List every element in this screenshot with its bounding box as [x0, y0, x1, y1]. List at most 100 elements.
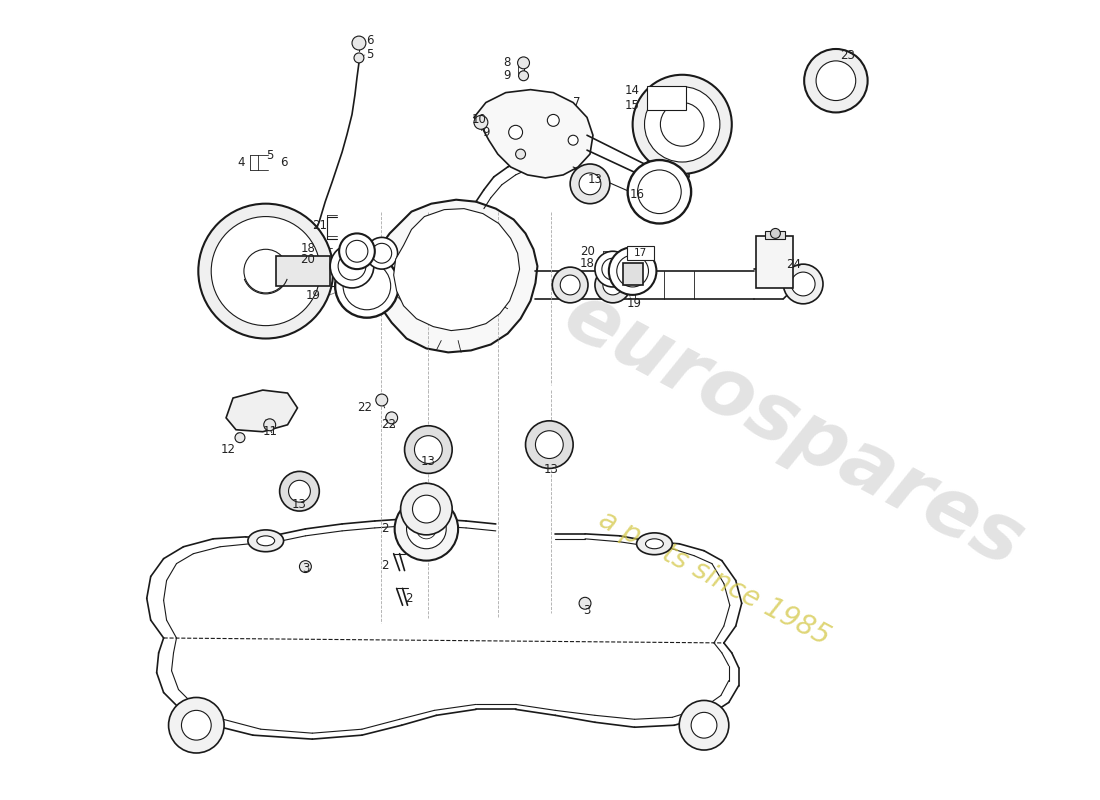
Ellipse shape	[412, 495, 440, 523]
Ellipse shape	[783, 264, 823, 304]
Circle shape	[299, 561, 311, 573]
Ellipse shape	[330, 244, 374, 288]
Bar	[276, 256, 330, 286]
Ellipse shape	[595, 267, 630, 303]
Ellipse shape	[637, 533, 672, 554]
Ellipse shape	[632, 74, 732, 174]
Text: 24: 24	[786, 258, 801, 270]
Text: 6: 6	[280, 155, 288, 169]
Circle shape	[496, 282, 505, 290]
Bar	[623, 263, 642, 285]
Ellipse shape	[417, 266, 486, 306]
Text: 4: 4	[238, 155, 244, 169]
Text: 21: 21	[311, 219, 327, 232]
Ellipse shape	[405, 426, 452, 474]
Ellipse shape	[248, 530, 284, 552]
Ellipse shape	[336, 254, 398, 318]
Text: 7: 7	[573, 96, 581, 109]
Ellipse shape	[256, 536, 275, 546]
Text: 2: 2	[381, 559, 388, 572]
Text: 16: 16	[630, 188, 645, 202]
Ellipse shape	[691, 712, 717, 738]
Ellipse shape	[628, 160, 691, 223]
Ellipse shape	[395, 497, 458, 561]
Ellipse shape	[182, 710, 211, 740]
Circle shape	[518, 57, 529, 69]
Text: 3: 3	[301, 562, 309, 575]
Text: 14: 14	[625, 84, 639, 97]
Text: 20: 20	[580, 245, 595, 258]
Ellipse shape	[343, 262, 390, 310]
Ellipse shape	[595, 251, 630, 287]
Ellipse shape	[338, 252, 366, 280]
Ellipse shape	[526, 421, 573, 469]
Text: 22: 22	[382, 418, 396, 431]
Text: 13: 13	[292, 498, 307, 510]
Ellipse shape	[579, 173, 601, 194]
Ellipse shape	[603, 275, 623, 295]
Text: 5: 5	[366, 49, 374, 62]
Text: 13: 13	[543, 463, 559, 476]
Bar	[434, 234, 486, 248]
Polygon shape	[373, 200, 538, 353]
Text: 17: 17	[634, 248, 647, 258]
Ellipse shape	[366, 238, 397, 269]
Circle shape	[548, 114, 559, 126]
Ellipse shape	[608, 247, 657, 295]
Circle shape	[472, 258, 481, 266]
Text: 8: 8	[504, 56, 510, 70]
Circle shape	[352, 36, 366, 50]
Ellipse shape	[346, 240, 367, 262]
Text: 13 - 23: 13 - 23	[442, 236, 478, 246]
Ellipse shape	[570, 164, 609, 204]
Ellipse shape	[552, 267, 589, 303]
Ellipse shape	[288, 480, 310, 502]
Bar	[766, 231, 785, 239]
Ellipse shape	[816, 61, 856, 101]
Ellipse shape	[560, 275, 580, 295]
Ellipse shape	[638, 170, 681, 214]
Ellipse shape	[279, 471, 319, 511]
Circle shape	[397, 282, 406, 290]
Text: 19: 19	[306, 290, 320, 302]
Text: 23: 23	[840, 50, 855, 62]
Circle shape	[264, 419, 276, 430]
Bar	[647, 86, 686, 110]
Text: a parts since 1985: a parts since 1985	[594, 506, 834, 651]
Ellipse shape	[211, 217, 320, 326]
Ellipse shape	[339, 234, 375, 269]
Text: 9: 9	[482, 126, 490, 138]
Ellipse shape	[415, 436, 442, 463]
Circle shape	[569, 135, 579, 145]
Ellipse shape	[679, 701, 729, 750]
Text: 13: 13	[587, 174, 603, 186]
Text: 22: 22	[358, 402, 373, 414]
Circle shape	[508, 126, 522, 139]
Circle shape	[422, 258, 431, 266]
Text: eurospares: eurospares	[550, 276, 1036, 584]
Text: 11: 11	[262, 426, 277, 438]
Polygon shape	[227, 390, 297, 432]
Text: 19: 19	[627, 298, 642, 310]
Ellipse shape	[198, 204, 333, 338]
Ellipse shape	[431, 274, 471, 298]
Circle shape	[235, 433, 245, 442]
Circle shape	[518, 70, 528, 81]
Text: 20: 20	[300, 253, 316, 266]
Circle shape	[579, 598, 591, 610]
Circle shape	[472, 306, 481, 314]
Ellipse shape	[168, 698, 224, 753]
Text: 2: 2	[405, 592, 412, 605]
Text: 18: 18	[300, 242, 316, 254]
Ellipse shape	[244, 250, 287, 293]
Polygon shape	[394, 209, 519, 330]
Text: 13: 13	[421, 455, 436, 468]
Text: 18: 18	[580, 257, 595, 270]
Text: 2: 2	[381, 522, 388, 535]
Ellipse shape	[645, 86, 719, 162]
Circle shape	[474, 115, 488, 130]
Text: 6: 6	[366, 34, 374, 46]
Text: 9: 9	[503, 70, 510, 82]
Polygon shape	[474, 90, 593, 178]
Ellipse shape	[646, 539, 663, 549]
